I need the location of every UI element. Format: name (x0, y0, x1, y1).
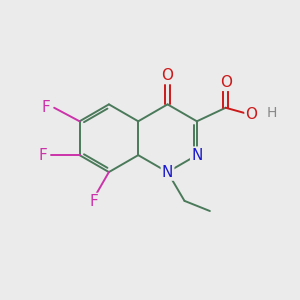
Text: F: F (38, 148, 47, 163)
Text: F: F (42, 100, 51, 115)
Text: O: O (245, 107, 257, 122)
Text: F: F (89, 194, 98, 209)
Text: H: H (267, 106, 277, 120)
Text: O: O (220, 75, 232, 90)
Text: N: N (191, 148, 202, 163)
Text: N: N (162, 165, 173, 180)
Text: O: O (161, 68, 173, 83)
